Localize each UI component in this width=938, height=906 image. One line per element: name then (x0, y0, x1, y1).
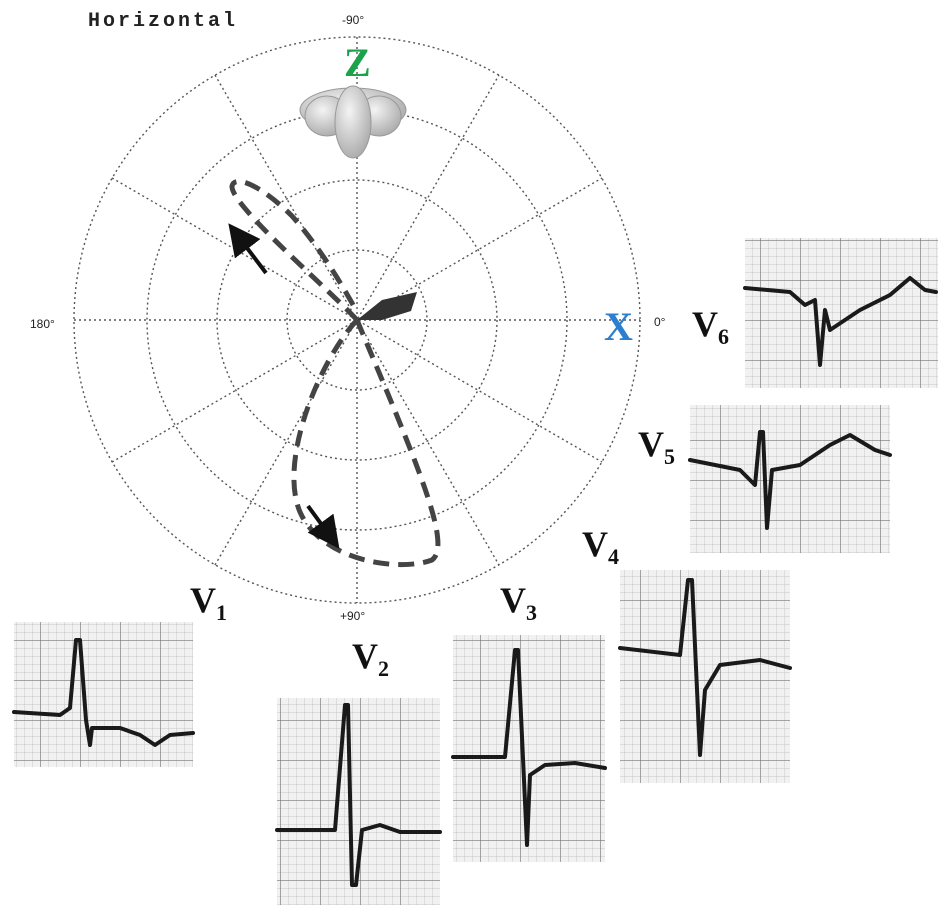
t-loop (357, 292, 417, 320)
label-text: V (352, 636, 378, 676)
label-text: 2 (378, 656, 389, 681)
title: Horizontal (88, 10, 238, 33)
angle-label: -90° (342, 13, 364, 27)
lead-label: V2 (352, 636, 389, 681)
ecg-strip (745, 238, 938, 388)
label-text: 4 (608, 544, 619, 569)
lead-label: V3 (500, 580, 537, 625)
label-text: 6 (718, 324, 729, 349)
vector-loop (232, 181, 438, 564)
ecg-strip (14, 622, 193, 767)
arrow (238, 236, 266, 273)
label-text: V (582, 524, 608, 564)
page: {"header": {"title": "Horizontal"}, "ang… (0, 0, 938, 906)
lead-label: V6 (692, 304, 729, 349)
angle-label: 180° (30, 317, 55, 331)
ecg-strip (620, 570, 790, 783)
label-text: V (638, 424, 664, 464)
label-text: 5 (664, 444, 675, 469)
angle-label: +90° (340, 609, 365, 623)
ecg-strip (690, 405, 890, 553)
lead-label: V4 (582, 524, 619, 569)
diagram: Horizontal -90° 180° 0° +90° Z X (0, 0, 938, 906)
lead-label: V1 (190, 580, 227, 625)
axis-label: X (604, 304, 633, 349)
ecg-strip (453, 635, 605, 862)
label-text: V (500, 580, 526, 620)
ecg-strip (277, 698, 440, 905)
label-text: 1 (216, 600, 227, 625)
axis-label: Z (344, 40, 371, 85)
label-text: V (190, 580, 216, 620)
lead-label: V5 (638, 424, 675, 469)
angle-label: 0° (654, 315, 666, 329)
head-icon (300, 86, 406, 158)
label-text: 3 (526, 600, 537, 625)
label-text: V (692, 304, 718, 344)
